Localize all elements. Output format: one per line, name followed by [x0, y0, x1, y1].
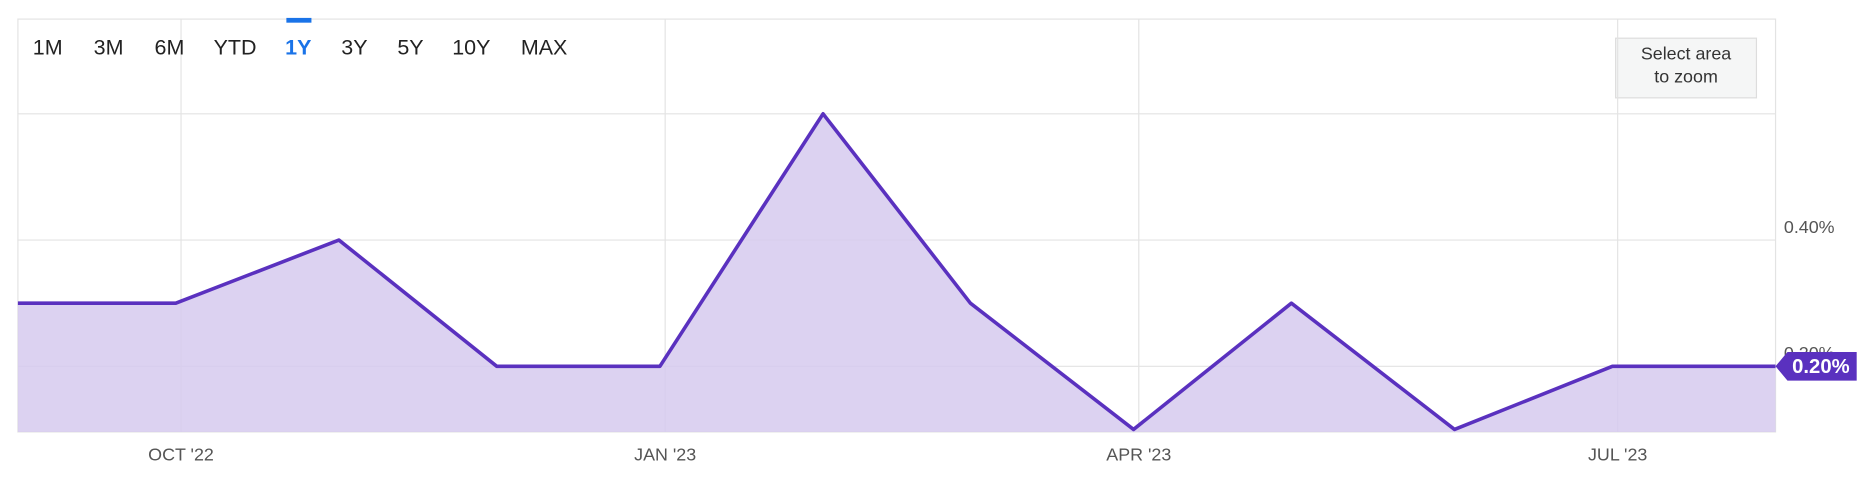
- y-tick-label: 0.40%: [1784, 217, 1835, 237]
- zoom-button-box[interactable]: [1615, 37, 1758, 99]
- x-tick-label: JAN '23: [634, 445, 696, 465]
- range-button[interactable]: MAX: [521, 36, 568, 60]
- range-button[interactable]: YTD: [214, 36, 257, 60]
- line: [17, 111, 1776, 432]
- x-tick-label: APR '23: [1106, 445, 1171, 465]
- x-tick-label: OCT '22: [148, 445, 214, 465]
- last-value-badge: [1775, 351, 1857, 381]
- range-button[interactable]: 1M: [33, 36, 63, 60]
- range-selected-indicator: [286, 17, 312, 23]
- range-button[interactable]: 1Y: [285, 36, 311, 60]
- range-button[interactable]: 5Y: [397, 36, 423, 60]
- last-value-label: 0.20%: [1792, 356, 1849, 378]
- area: [17, 113, 1776, 432]
- x-tick-label: JUL '23: [1588, 445, 1647, 465]
- zoom-button-label[interactable]: to zoom: [1654, 66, 1718, 86]
- range-button[interactable]: 3Y: [341, 36, 367, 60]
- range-button[interactable]: 6M: [155, 36, 185, 60]
- zoom-button-label[interactable]: Select area: [1641, 44, 1731, 64]
- range-button[interactable]: 10Y: [452, 36, 490, 60]
- range-button[interactable]: 3M: [94, 36, 124, 60]
